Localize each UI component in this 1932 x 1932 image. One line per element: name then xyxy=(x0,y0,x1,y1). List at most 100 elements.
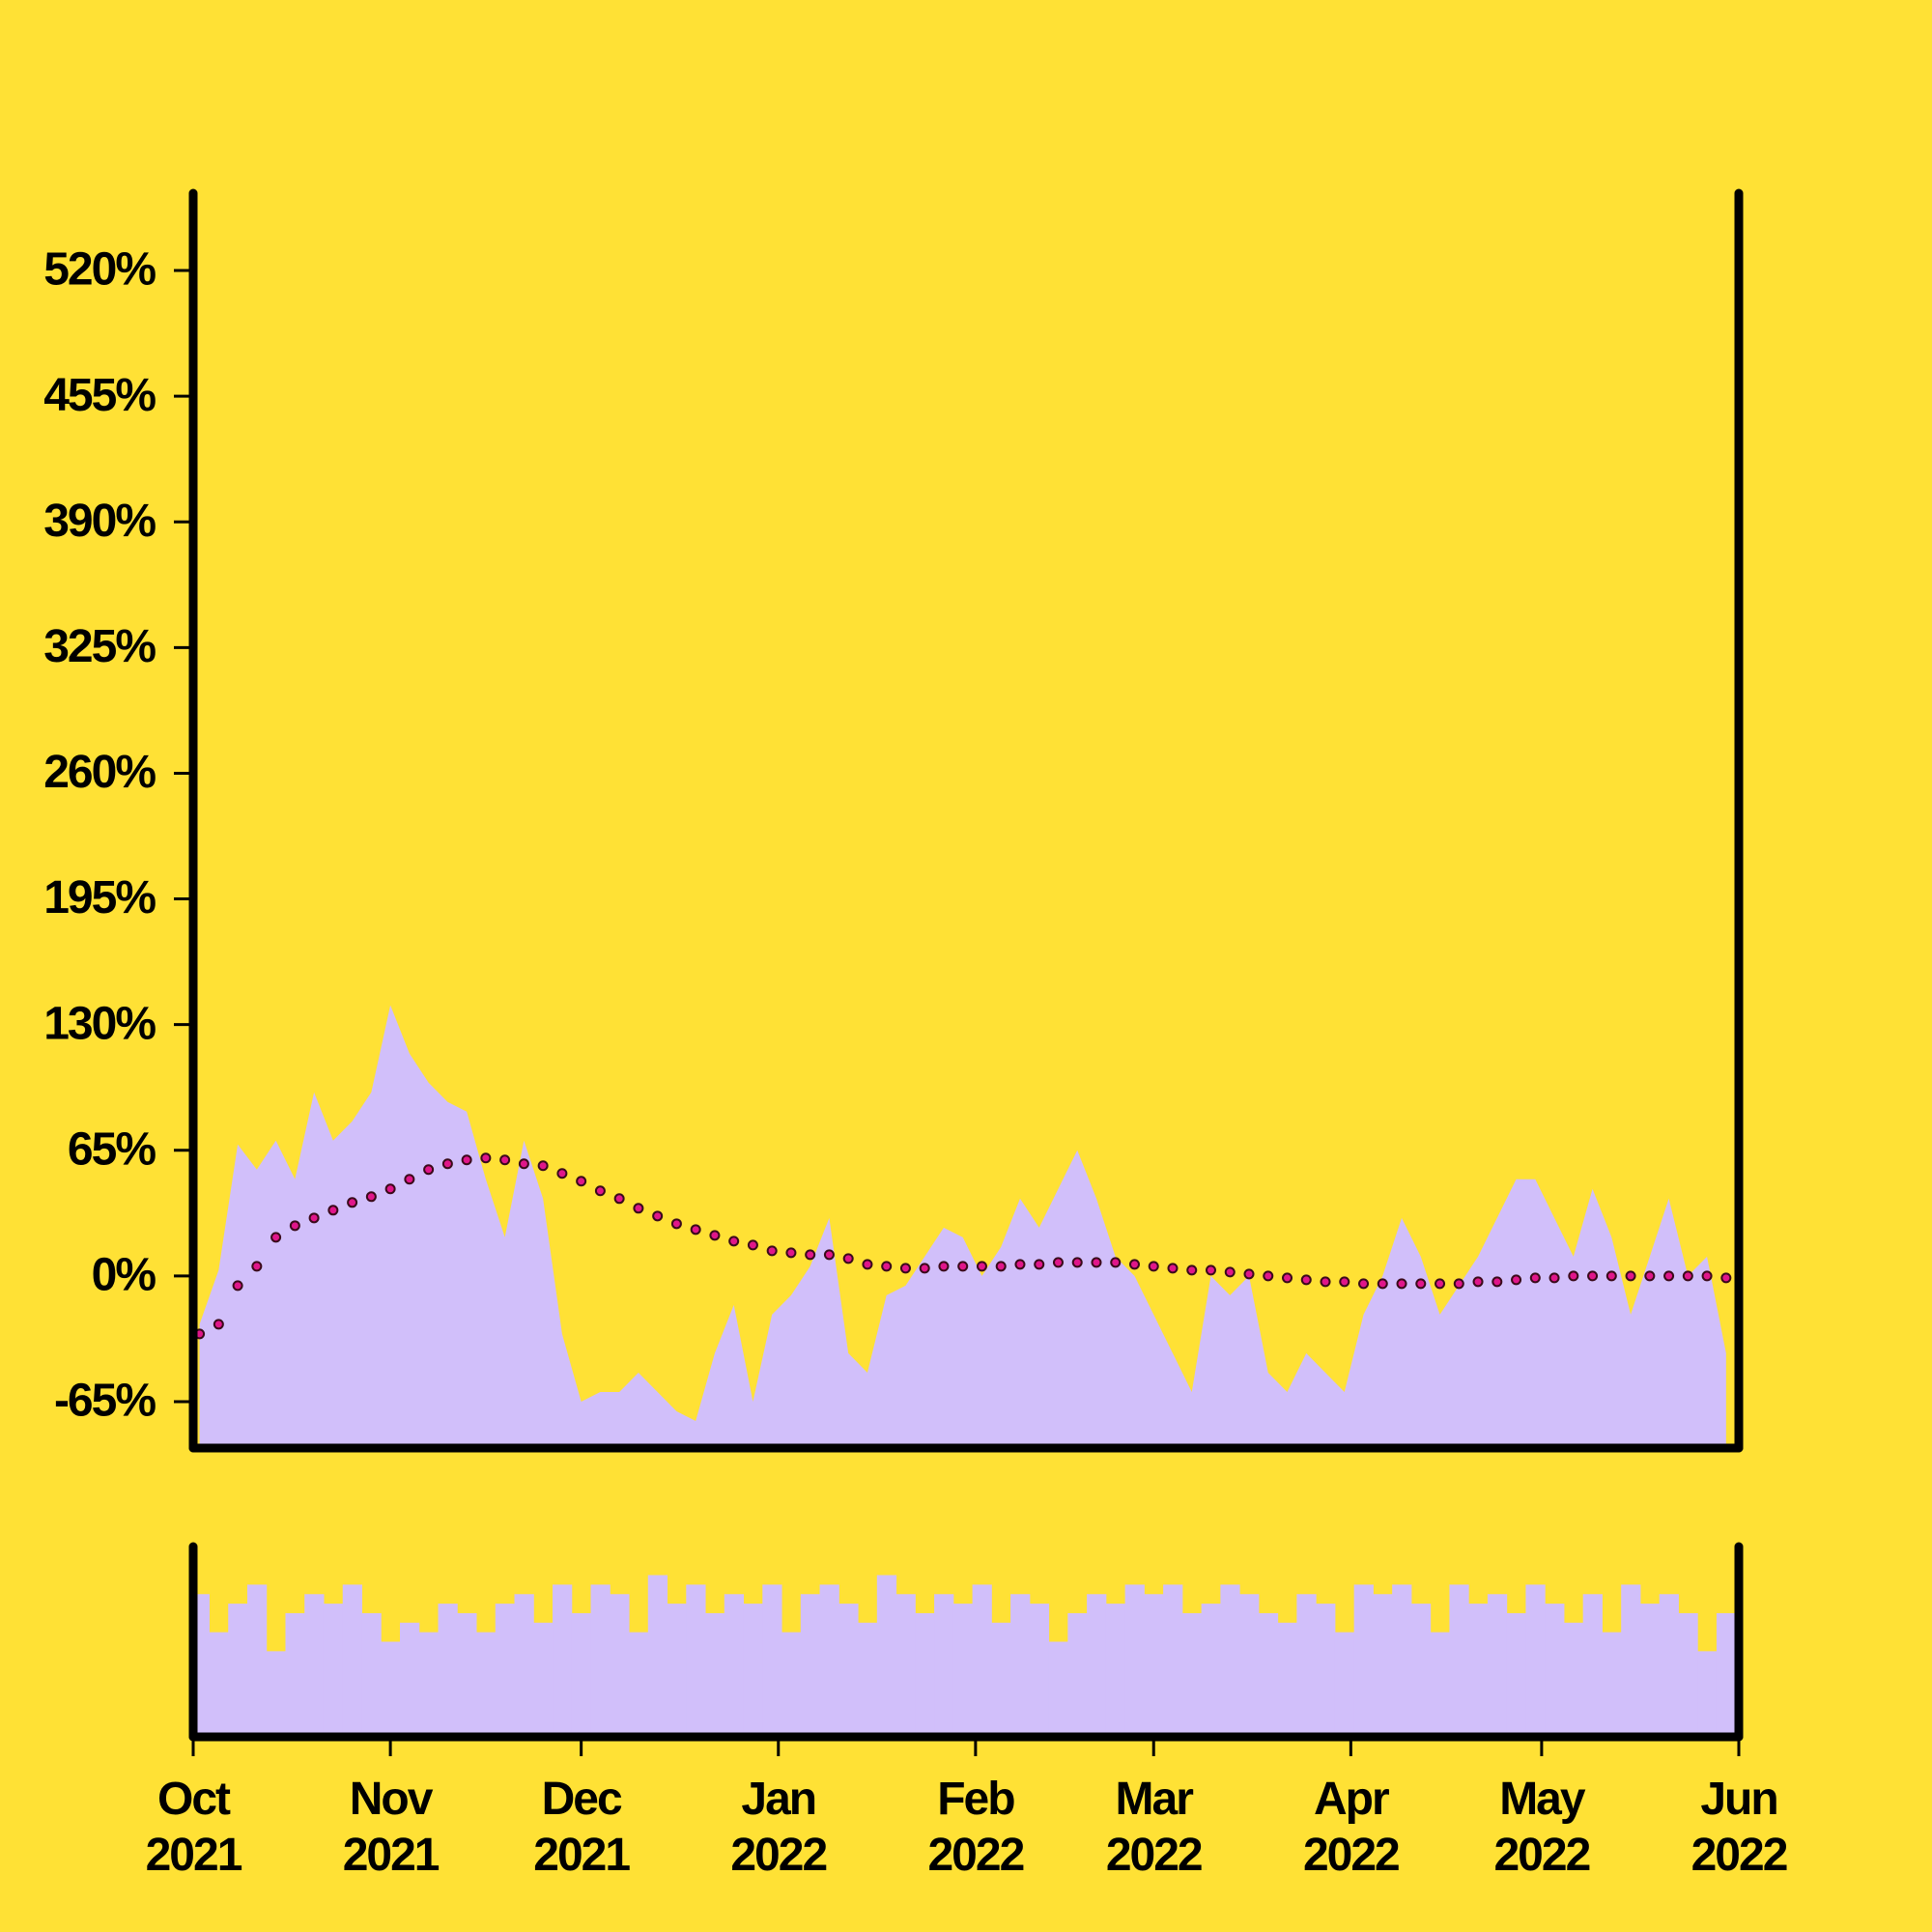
trend-dot xyxy=(1052,1257,1064,1268)
trend-dot xyxy=(613,1193,625,1205)
bar xyxy=(323,1604,344,1737)
trend-dot xyxy=(1472,1276,1484,1288)
trend-dot xyxy=(1320,1276,1331,1288)
trend-dot xyxy=(862,1259,873,1270)
bar xyxy=(1316,1604,1336,1737)
trend-dot xyxy=(499,1154,511,1166)
trend-dot xyxy=(1529,1272,1541,1284)
trend-dot xyxy=(213,1319,224,1330)
y-tick-label: 195% xyxy=(43,872,156,923)
trend-dot xyxy=(766,1245,778,1257)
bar xyxy=(418,1632,439,1737)
trend-dot xyxy=(1358,1278,1370,1290)
x-tick-label: Nov 2021 xyxy=(342,1774,440,1881)
bar xyxy=(1144,1594,1164,1737)
bar xyxy=(209,1632,229,1737)
trend-dot xyxy=(938,1261,950,1272)
bar xyxy=(838,1604,859,1737)
bar xyxy=(514,1594,534,1737)
bar xyxy=(1430,1632,1450,1737)
trend-dot xyxy=(1224,1266,1236,1278)
trend-dot xyxy=(576,1176,587,1187)
trend-dot xyxy=(518,1158,529,1170)
bar xyxy=(1220,1584,1240,1737)
trend-dot xyxy=(1511,1274,1522,1286)
trend-dot xyxy=(1625,1270,1636,1282)
y-tick-label: 130% xyxy=(43,998,156,1049)
trend-dot xyxy=(308,1212,320,1224)
x-tick-label: Dec 2021 xyxy=(533,1774,631,1881)
trend-dot xyxy=(1014,1259,1026,1270)
trend-dot xyxy=(384,1183,396,1195)
bar xyxy=(743,1604,763,1737)
x-tick-label: Feb 2022 xyxy=(927,1774,1025,1881)
bar xyxy=(1621,1584,1641,1737)
trend-dot xyxy=(1205,1264,1216,1276)
x-tick-label: Apr 2022 xyxy=(1302,1774,1401,1881)
bar xyxy=(1392,1584,1412,1737)
trend-dot xyxy=(881,1261,893,1272)
bar xyxy=(590,1584,611,1737)
trend-dot xyxy=(823,1249,835,1261)
bar xyxy=(1181,1612,1203,1737)
bar xyxy=(553,1584,573,1737)
trend-dot xyxy=(976,1261,987,1272)
bar xyxy=(1048,1641,1068,1737)
bar xyxy=(705,1612,725,1737)
trend-dot xyxy=(1568,1270,1579,1282)
bar xyxy=(629,1632,649,1737)
trend-dot xyxy=(556,1168,568,1179)
bar xyxy=(266,1651,286,1737)
y-tick-label: 390% xyxy=(43,496,156,547)
bar xyxy=(1163,1584,1183,1737)
y-tick-label: 0% xyxy=(92,1250,156,1301)
trend-dot xyxy=(594,1185,606,1197)
trend-dot xyxy=(1682,1270,1693,1282)
trend-dot xyxy=(1339,1276,1350,1288)
bar xyxy=(1716,1612,1737,1737)
bar xyxy=(1678,1612,1698,1737)
y-tick-label: -65% xyxy=(54,1376,156,1427)
bar xyxy=(762,1584,782,1737)
trend-dot xyxy=(633,1203,644,1214)
trend-dot xyxy=(805,1249,816,1261)
y-tick-label: 520% xyxy=(43,244,156,296)
area xyxy=(199,1005,1726,1448)
trend-dot xyxy=(1243,1268,1255,1280)
x-tick-label: Mar 2022 xyxy=(1105,1774,1204,1881)
bar xyxy=(1067,1612,1088,1737)
trend-dot xyxy=(1435,1278,1446,1290)
x-tick-label: May 2022 xyxy=(1493,1774,1591,1881)
trend-dot xyxy=(1186,1264,1198,1276)
trend-dot xyxy=(1110,1257,1122,1268)
trend-dot xyxy=(441,1158,453,1170)
trend-dot xyxy=(709,1230,721,1241)
bar xyxy=(361,1612,382,1737)
bar xyxy=(1506,1612,1526,1737)
bar xyxy=(1087,1594,1107,1737)
trend-dot xyxy=(1071,1257,1083,1268)
bar xyxy=(647,1575,668,1737)
bar xyxy=(1563,1622,1584,1737)
trend-dot xyxy=(232,1280,243,1292)
trend-dot xyxy=(1663,1270,1675,1282)
bar xyxy=(610,1594,630,1737)
bar xyxy=(1334,1632,1355,1737)
bar xyxy=(533,1622,554,1737)
bar xyxy=(1602,1632,1622,1737)
trend-dot xyxy=(1701,1270,1713,1282)
y-tick-label: 260% xyxy=(43,747,156,798)
bar xyxy=(1582,1594,1603,1737)
trend-dot xyxy=(899,1263,911,1274)
bar xyxy=(1373,1594,1393,1737)
bar xyxy=(1105,1604,1126,1737)
trend-dot xyxy=(652,1210,664,1222)
bar xyxy=(1659,1594,1679,1737)
trend-dot xyxy=(747,1239,758,1251)
bar xyxy=(571,1612,592,1737)
trend-dot xyxy=(461,1154,472,1166)
bar xyxy=(1201,1604,1221,1737)
bar xyxy=(1487,1594,1508,1737)
trend-dot xyxy=(957,1261,969,1272)
